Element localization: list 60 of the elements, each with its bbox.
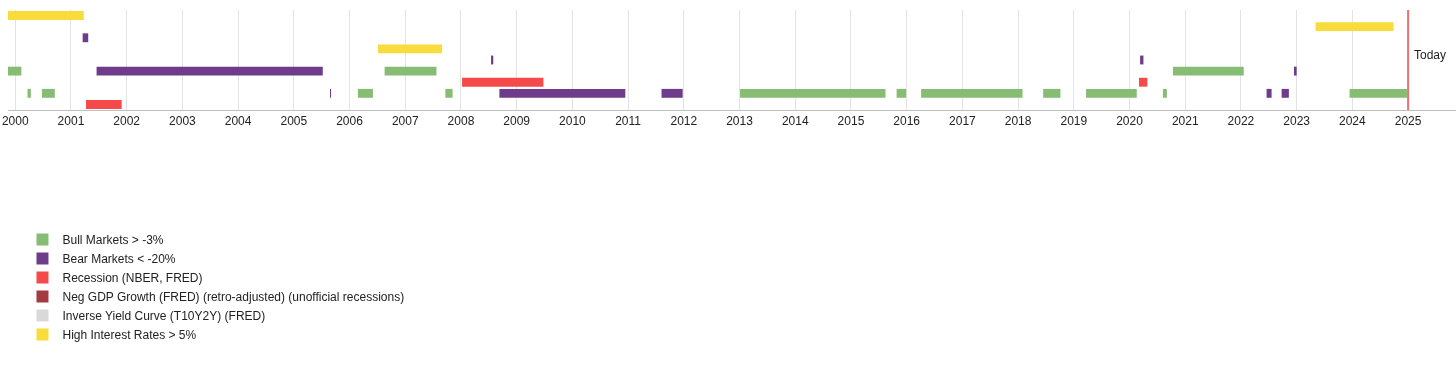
- x-tick-label: 2004: [224, 114, 252, 129]
- bar: [8, 66, 22, 76]
- x-tick-label: 2024: [1339, 114, 1367, 129]
- bar: [499, 88, 626, 98]
- x-tick-label: 2016: [893, 114, 921, 129]
- x-tick-label: 2014: [781, 114, 809, 129]
- x-tick-label: 2006: [336, 114, 364, 129]
- bar: [1086, 88, 1137, 98]
- bar: [1162, 88, 1167, 98]
- bar: [1294, 66, 1297, 76]
- bar: [27, 88, 31, 98]
- x-tick-label: 2005: [280, 114, 308, 129]
- x-tick-label: 2007: [391, 114, 419, 129]
- bar: [445, 88, 453, 98]
- bar: [82, 33, 89, 43]
- bar: [8, 11, 84, 20]
- bar: [661, 88, 683, 98]
- x-tick-label: 2008: [447, 114, 475, 129]
- x-tick-label: 2019: [1060, 114, 1088, 129]
- bar: [740, 88, 886, 98]
- bar: [1172, 66, 1244, 76]
- legend-label: Inverse Yield Curve (T10Y2Y) (FRED): [62, 309, 266, 324]
- bar: [41, 88, 55, 98]
- x-tick-label: 2000: [1, 114, 29, 129]
- x-tick-label: 2020: [1116, 114, 1144, 129]
- bar: [357, 88, 373, 98]
- x-tick-label: 2010: [559, 114, 587, 129]
- bar: [462, 77, 544, 87]
- x-tick-label: 2021: [1171, 114, 1199, 129]
- bar: [1138, 77, 1148, 87]
- bar: [921, 88, 1023, 98]
- x-tick-label: 2023: [1283, 114, 1311, 129]
- legend-label: High Interest Rates > 5%: [62, 328, 197, 343]
- x-tick-label: 2003: [169, 114, 197, 129]
- bar: [1315, 22, 1394, 32]
- x-tick-label: 2012: [670, 114, 698, 129]
- x-tick-label: 2002: [113, 114, 141, 129]
- bar: [96, 66, 323, 76]
- x-tick-label: 2013: [726, 114, 754, 129]
- bar: [1349, 88, 1407, 98]
- legend-label: Bull Markets > -3%: [62, 233, 164, 248]
- x-tick-label: 2009: [503, 114, 531, 129]
- bar: [896, 88, 907, 98]
- ref-line-label: Today: [1414, 48, 1447, 62]
- x-tick-label: 2022: [1227, 114, 1255, 129]
- x-tick-label: 2018: [1004, 114, 1032, 129]
- x-tick-label: 2017: [949, 114, 977, 129]
- legend-label: Bear Markets < -20%: [62, 252, 176, 267]
- bar: [1043, 88, 1061, 98]
- x-tick-label: 2025: [1394, 114, 1422, 129]
- x-tick-label: 2011: [615, 114, 642, 129]
- bar: [1266, 88, 1272, 98]
- x-tick-label: 2015: [837, 114, 865, 129]
- bar: [384, 66, 437, 76]
- bar: [1281, 88, 1289, 98]
- bar: [377, 44, 443, 54]
- bar: [86, 100, 122, 109]
- legend-label: Neg GDP Growth (FRED) (retro-adjusted) (unofficial recessions): [62, 290, 405, 305]
- x-tick-label: 2001: [57, 114, 85, 129]
- legend-label: Recession (NBER, FRED): [62, 271, 203, 286]
